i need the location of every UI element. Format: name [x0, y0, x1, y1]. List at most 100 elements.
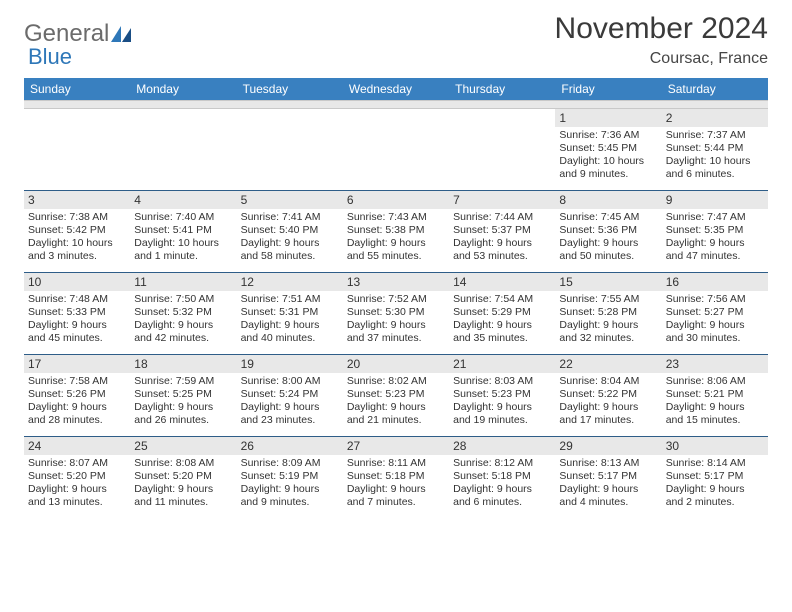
sunset-text: Sunset: 5:23 PM [347, 388, 445, 401]
sunrise-text: Sunrise: 8:03 AM [453, 375, 551, 388]
sunrise-text: Sunrise: 8:00 AM [241, 375, 339, 388]
daylight-text: Daylight: 10 hours and 9 minutes. [559, 155, 657, 181]
day-cell: 8Sunrise: 7:45 AMSunset: 5:36 PMDaylight… [555, 191, 661, 273]
sunset-text: Sunset: 5:18 PM [347, 470, 445, 483]
day-number: 6 [343, 191, 449, 209]
day-cell: 27Sunrise: 8:11 AMSunset: 5:18 PMDayligh… [343, 437, 449, 519]
day-number: 15 [555, 273, 661, 291]
daylight-text: Daylight: 9 hours and 35 minutes. [453, 319, 551, 345]
day-number: 5 [237, 191, 343, 209]
sunrise-text: Sunrise: 7:56 AM [666, 293, 764, 306]
day-cell: 6Sunrise: 7:43 AMSunset: 5:38 PMDaylight… [343, 191, 449, 273]
daylight-text: Daylight: 9 hours and 19 minutes. [453, 401, 551, 427]
day-header: Monday [130, 78, 236, 101]
day-number: 22 [555, 355, 661, 373]
day-cell: 28Sunrise: 8:12 AMSunset: 5:18 PMDayligh… [449, 437, 555, 519]
day-cell: 24Sunrise: 8:07 AMSunset: 5:20 PMDayligh… [24, 437, 130, 519]
sail-icon [111, 26, 131, 42]
day-number: 14 [449, 273, 555, 291]
day-cell [449, 109, 555, 191]
day-cell: 11Sunrise: 7:50 AMSunset: 5:32 PMDayligh… [130, 273, 236, 355]
week-row: 10Sunrise: 7:48 AMSunset: 5:33 PMDayligh… [24, 273, 768, 355]
day-cell: 17Sunrise: 7:58 AMSunset: 5:26 PMDayligh… [24, 355, 130, 437]
daylight-text: Daylight: 9 hours and 11 minutes. [134, 483, 232, 509]
day-cell: 20Sunrise: 8:02 AMSunset: 5:23 PMDayligh… [343, 355, 449, 437]
logo-word2: Blue [28, 44, 72, 70]
daylight-text: Daylight: 9 hours and 26 minutes. [134, 401, 232, 427]
day-header: Saturday [662, 78, 768, 101]
day-details: Sunrise: 7:40 AMSunset: 5:41 PMDaylight:… [130, 209, 236, 268]
sunset-text: Sunset: 5:25 PM [134, 388, 232, 401]
week-row: 3Sunrise: 7:38 AMSunset: 5:42 PMDaylight… [24, 191, 768, 273]
sunset-text: Sunset: 5:24 PM [241, 388, 339, 401]
day-cell: 16Sunrise: 7:56 AMSunset: 5:27 PMDayligh… [662, 273, 768, 355]
sunset-text: Sunset: 5:30 PM [347, 306, 445, 319]
sunrise-text: Sunrise: 7:52 AM [347, 293, 445, 306]
day-details: Sunrise: 7:51 AMSunset: 5:31 PMDaylight:… [237, 291, 343, 350]
day-cell [24, 109, 130, 191]
day-details: Sunrise: 7:36 AMSunset: 5:45 PMDaylight:… [555, 127, 661, 186]
day-details: Sunrise: 7:43 AMSunset: 5:38 PMDaylight:… [343, 209, 449, 268]
day-header: Friday [555, 78, 661, 101]
day-number: 28 [449, 437, 555, 455]
header: General November 2024 Coursac, France [24, 12, 768, 68]
sunrise-text: Sunrise: 8:08 AM [134, 457, 232, 470]
day-cell: 5Sunrise: 7:41 AMSunset: 5:40 PMDaylight… [237, 191, 343, 273]
day-details: Sunrise: 8:09 AMSunset: 5:19 PMDaylight:… [237, 455, 343, 514]
daylight-text: Daylight: 9 hours and 37 minutes. [347, 319, 445, 345]
day-details: Sunrise: 7:37 AMSunset: 5:44 PMDaylight:… [662, 127, 768, 186]
day-details: Sunrise: 7:48 AMSunset: 5:33 PMDaylight:… [24, 291, 130, 350]
day-details: Sunrise: 7:56 AMSunset: 5:27 PMDaylight:… [662, 291, 768, 350]
sunset-text: Sunset: 5:17 PM [559, 470, 657, 483]
day-header-row: Sunday Monday Tuesday Wednesday Thursday… [24, 78, 768, 101]
sunset-text: Sunset: 5:20 PM [134, 470, 232, 483]
sunrise-text: Sunrise: 8:13 AM [559, 457, 657, 470]
sunrise-text: Sunrise: 8:14 AM [666, 457, 764, 470]
sunrise-text: Sunrise: 7:44 AM [453, 211, 551, 224]
daylight-text: Daylight: 9 hours and 17 minutes. [559, 401, 657, 427]
day-number: 4 [130, 191, 236, 209]
daylight-text: Daylight: 9 hours and 13 minutes. [28, 483, 126, 509]
day-cell: 23Sunrise: 8:06 AMSunset: 5:21 PMDayligh… [662, 355, 768, 437]
sunset-text: Sunset: 5:31 PM [241, 306, 339, 319]
day-number: 27 [343, 437, 449, 455]
day-number: 29 [555, 437, 661, 455]
day-number: 17 [24, 355, 130, 373]
day-details: Sunrise: 8:03 AMSunset: 5:23 PMDaylight:… [449, 373, 555, 432]
sunset-text: Sunset: 5:27 PM [666, 306, 764, 319]
sunset-text: Sunset: 5:23 PM [453, 388, 551, 401]
daylight-text: Daylight: 9 hours and 42 minutes. [134, 319, 232, 345]
location-subtitle: Coursac, France [555, 50, 768, 68]
sunrise-text: Sunrise: 8:07 AM [28, 457, 126, 470]
day-details: Sunrise: 7:58 AMSunset: 5:26 PMDaylight:… [24, 373, 130, 432]
daylight-text: Daylight: 9 hours and 45 minutes. [28, 319, 126, 345]
daylight-text: Daylight: 9 hours and 6 minutes. [453, 483, 551, 509]
day-cell: 30Sunrise: 8:14 AMSunset: 5:17 PMDayligh… [662, 437, 768, 519]
day-cell: 21Sunrise: 8:03 AMSunset: 5:23 PMDayligh… [449, 355, 555, 437]
sunset-text: Sunset: 5:32 PM [134, 306, 232, 319]
sunrise-text: Sunrise: 7:37 AM [666, 129, 764, 142]
daylight-text: Daylight: 9 hours and 2 minutes. [666, 483, 764, 509]
day-cell: 19Sunrise: 8:00 AMSunset: 5:24 PMDayligh… [237, 355, 343, 437]
sunrise-text: Sunrise: 7:43 AM [347, 211, 445, 224]
sunrise-text: Sunrise: 8:09 AM [241, 457, 339, 470]
daylight-text: Daylight: 9 hours and 32 minutes. [559, 319, 657, 345]
day-details: Sunrise: 7:47 AMSunset: 5:35 PMDaylight:… [662, 209, 768, 268]
day-cell: 9Sunrise: 7:47 AMSunset: 5:35 PMDaylight… [662, 191, 768, 273]
day-number: 13 [343, 273, 449, 291]
day-cell: 2Sunrise: 7:37 AMSunset: 5:44 PMDaylight… [662, 109, 768, 191]
daylight-text: Daylight: 9 hours and 47 minutes. [666, 237, 764, 263]
sunset-text: Sunset: 5:29 PM [453, 306, 551, 319]
day-details: Sunrise: 7:55 AMSunset: 5:28 PMDaylight:… [555, 291, 661, 350]
daylight-text: Daylight: 9 hours and 15 minutes. [666, 401, 764, 427]
day-header: Sunday [24, 78, 130, 101]
daylight-text: Daylight: 9 hours and 40 minutes. [241, 319, 339, 345]
day-details: Sunrise: 8:12 AMSunset: 5:18 PMDaylight:… [449, 455, 555, 514]
sunset-text: Sunset: 5:45 PM [559, 142, 657, 155]
day-details: Sunrise: 8:11 AMSunset: 5:18 PMDaylight:… [343, 455, 449, 514]
sunset-text: Sunset: 5:38 PM [347, 224, 445, 237]
day-number: 7 [449, 191, 555, 209]
sunrise-text: Sunrise: 7:51 AM [241, 293, 339, 306]
day-cell: 1Sunrise: 7:36 AMSunset: 5:45 PMDaylight… [555, 109, 661, 191]
day-cell: 15Sunrise: 7:55 AMSunset: 5:28 PMDayligh… [555, 273, 661, 355]
